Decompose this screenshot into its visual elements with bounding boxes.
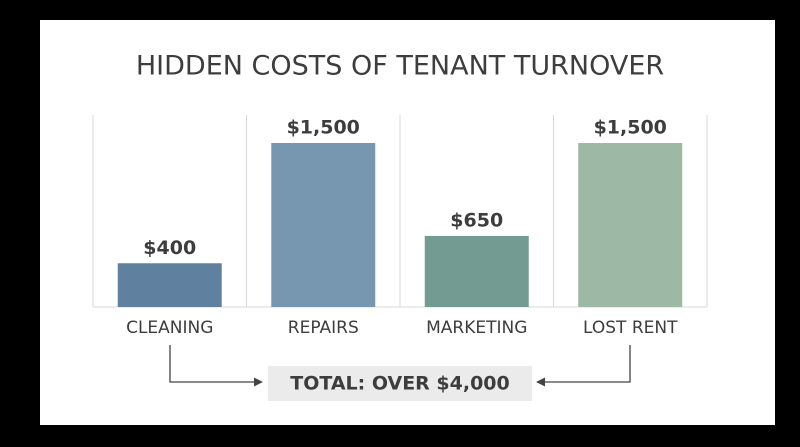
bar — [117, 263, 222, 307]
bar — [271, 143, 376, 307]
value-label: $1,500 — [287, 117, 360, 139]
x-tick-label: MARKETING — [426, 318, 527, 338]
x-tick-label: LOST RENT — [583, 318, 678, 338]
bar — [578, 143, 683, 307]
total-label: TOTAL: OVER $4,000 — [290, 373, 510, 395]
value-label: $400 — [143, 237, 196, 259]
total-box — [268, 366, 532, 401]
chart-title: HIDDEN COSTS OF TENANT TURNOVER — [136, 51, 664, 82]
plot: $400 CLEANING $1,500 REPAIRS $650 MARKETING $1… — [92, 115, 708, 338]
value-label: $1,500 — [594, 117, 667, 139]
x-tick-label: REPAIRS — [288, 318, 359, 338]
arrow-left — [169, 345, 263, 387]
value-label: $650 — [450, 209, 503, 231]
bar — [424, 235, 529, 307]
x-tick-label: CLEANING — [126, 318, 213, 338]
arrow-right — [536, 345, 631, 387]
